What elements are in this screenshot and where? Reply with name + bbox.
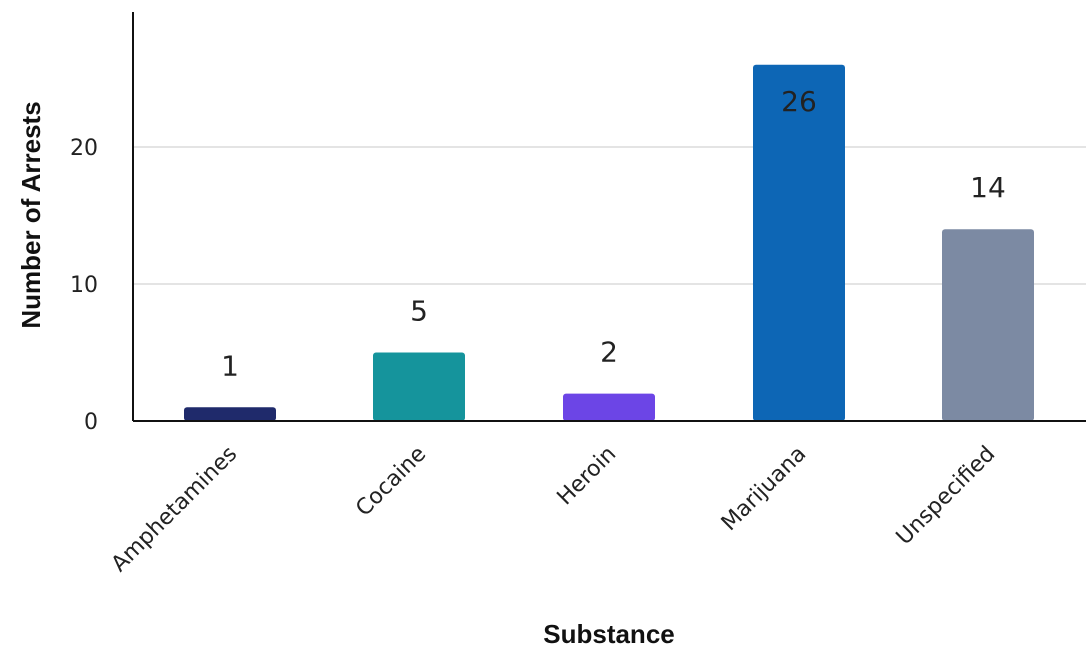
bar-heroin <box>563 394 655 421</box>
data-label: 26 <box>781 85 817 118</box>
x-tick-labels: Amphetamines Cocaine Heroin Marijuana Unspec… <box>107 442 1000 577</box>
bar-amphetamines <box>184 407 276 421</box>
x-tick-label: Amphetamines <box>107 442 242 577</box>
y-tick-label: 0 <box>84 410 98 435</box>
x-tick-label: Heroin <box>553 442 622 511</box>
data-label: 5 <box>410 295 428 328</box>
x-axis-title: Substance <box>543 619 675 649</box>
data-label: 14 <box>970 171 1006 204</box>
x-tick-label: Marijuana <box>717 442 811 536</box>
x-tick-label: Unspecified <box>892 442 1001 551</box>
y-tick-label: 10 <box>70 273 98 298</box>
bar-marijuana <box>753 65 845 421</box>
y-axis-title: Number of Arrests <box>16 101 46 328</box>
y-ticks: 0 10 20 <box>70 136 98 435</box>
data-labels: 1 5 2 26 14 <box>221 85 1006 383</box>
data-label: 2 <box>600 336 618 369</box>
y-tick-label: 20 <box>70 136 98 161</box>
data-label: 1 <box>221 349 239 382</box>
bar-unspecified <box>942 229 1034 421</box>
bar-cocaine <box>373 353 465 422</box>
x-tick-label: Cocaine <box>351 442 431 522</box>
